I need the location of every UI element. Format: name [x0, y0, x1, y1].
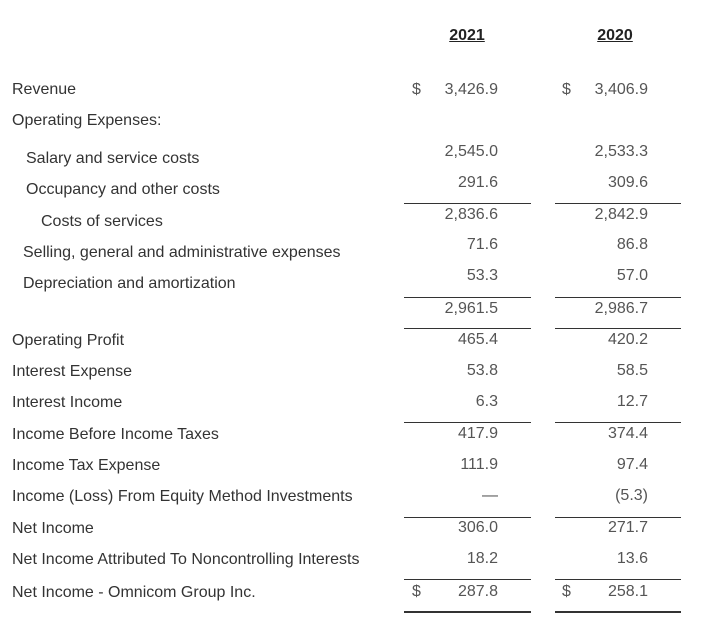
amount: 271.7 [607, 519, 648, 536]
amount: 97.4 [616, 456, 648, 473]
amount: 258.1 [607, 583, 648, 600]
rule [555, 517, 681, 518]
amount: 2,986.7 [594, 300, 648, 317]
amount: 3,426.9 [444, 81, 498, 98]
rule [404, 203, 531, 204]
rule [404, 579, 531, 580]
rule [555, 297, 681, 298]
currency: $ [562, 81, 571, 98]
amount: 58.5 [616, 362, 648, 379]
row-label: Income Tax Expense [12, 457, 161, 474]
amount: 417.9 [457, 425, 498, 442]
rule [404, 422, 531, 423]
row-label: Operating Profit [12, 332, 125, 349]
row-label: Occupancy and other costs [26, 181, 220, 198]
amount: 3,406.9 [594, 81, 648, 98]
amount: 2,545.0 [444, 143, 498, 160]
row-label: Operating Expenses: [12, 112, 162, 129]
row-label: Net Income Attributed To Noncontrolling … [12, 551, 360, 568]
amount: 13.6 [616, 550, 648, 567]
amount: 2,836.6 [444, 206, 498, 223]
currency: $ [412, 583, 421, 600]
amount: 111.9 [460, 456, 498, 473]
column-header: 2020 [597, 27, 633, 44]
currency: $ [562, 583, 571, 600]
row-label: Revenue [12, 81, 77, 98]
row-label: Salary and service costs [26, 150, 200, 167]
amount: 53.8 [466, 362, 498, 379]
amount: 12.7 [616, 393, 648, 410]
rule [404, 297, 531, 298]
amount: 420.2 [607, 331, 648, 348]
row-label: Interest Income [12, 394, 123, 411]
total-rule [404, 611, 531, 613]
amount: 6.3 [475, 393, 498, 410]
rule [404, 517, 531, 518]
row-label: Income Before Income Taxes [12, 426, 219, 443]
column-header: 2021 [449, 27, 485, 44]
amount: 374.4 [607, 425, 648, 442]
rule [404, 328, 531, 329]
amount: 18.2 [466, 550, 498, 567]
total-rule [555, 611, 681, 613]
amount: 291.6 [457, 174, 498, 191]
row-label: Costs of services [41, 213, 163, 230]
amount: — [482, 487, 498, 504]
amount: 287.8 [457, 583, 498, 600]
amount: (5.3) [615, 487, 648, 504]
amount: 53.3 [466, 267, 498, 284]
amount: 2,842.9 [594, 206, 648, 223]
amount: 465.4 [457, 331, 498, 348]
amount: 71.6 [466, 236, 498, 253]
amount: 306.0 [457, 519, 498, 536]
row-label: Selling, general and administrative expe… [23, 244, 341, 261]
rule [555, 579, 681, 580]
amount: 86.8 [616, 236, 648, 253]
amount: 309.6 [607, 174, 648, 191]
row-label: Net Income - Omnicom Group Inc. [12, 584, 256, 601]
amount: 57.0 [616, 267, 648, 284]
row-label: Net Income [12, 520, 94, 537]
row-label: Depreciation and amortization [23, 275, 236, 292]
amount: 2,533.3 [594, 143, 648, 160]
rule [555, 203, 681, 204]
rule [555, 328, 681, 329]
row-label: Income (Loss) From Equity Method Investm… [12, 488, 353, 505]
currency: $ [412, 81, 421, 98]
rule [555, 422, 681, 423]
amount: 2,961.5 [444, 300, 498, 317]
row-label: Interest Expense [12, 363, 133, 380]
